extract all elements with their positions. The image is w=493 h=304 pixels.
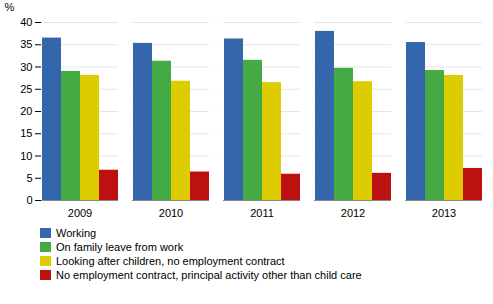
svg-text:30: 30 xyxy=(20,61,32,73)
svg-text:2010: 2010 xyxy=(159,207,183,219)
svg-text:2011: 2011 xyxy=(250,207,274,219)
html-text:Looking after children, no emp: Looking after children, no employment co… xyxy=(56,255,285,267)
svg-text:40: 40 xyxy=(20,16,32,28)
html-text:Working: Working xyxy=(56,227,97,239)
svg-text:35: 35 xyxy=(20,38,32,50)
svg-text:2009: 2009 xyxy=(68,207,92,219)
svg-text:2012: 2012 xyxy=(341,207,365,219)
svg-text:%: % xyxy=(5,1,15,13)
svg-text:0: 0 xyxy=(26,194,32,206)
html-text:On family leave from work: On family leave from work xyxy=(56,241,184,253)
html-text:No employment contract, princi: No employment contract, principal activi… xyxy=(56,269,362,281)
svg-text:25: 25 xyxy=(20,83,32,95)
svg-text:20: 20 xyxy=(20,105,32,117)
svg-text:5: 5 xyxy=(26,172,32,184)
svg-text:2013: 2013 xyxy=(432,207,456,219)
svg-text:15: 15 xyxy=(20,127,32,139)
svg-text:10: 10 xyxy=(20,150,32,162)
